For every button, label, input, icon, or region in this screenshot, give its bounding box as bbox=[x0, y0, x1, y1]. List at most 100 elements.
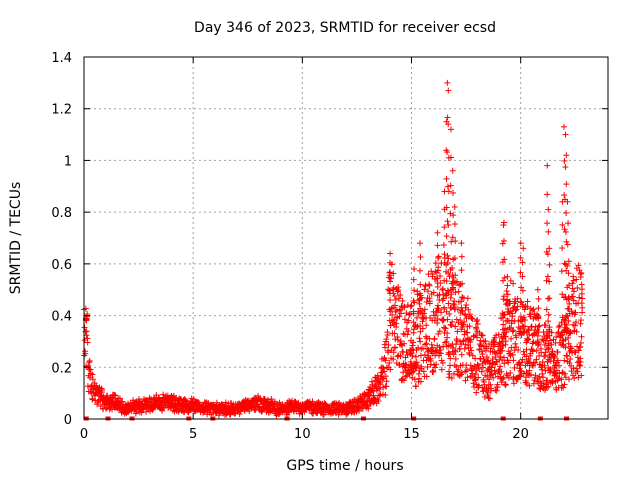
data-point bbox=[385, 342, 392, 349]
data-point bbox=[401, 316, 408, 323]
data-point bbox=[423, 373, 430, 380]
data-point bbox=[570, 297, 577, 304]
data-point bbox=[451, 347, 458, 354]
data-point bbox=[499, 347, 506, 354]
data-point bbox=[565, 270, 572, 277]
data-point bbox=[510, 380, 517, 387]
data-point bbox=[544, 377, 551, 384]
data-point bbox=[563, 181, 570, 188]
axis-ticks bbox=[83, 56, 608, 420]
data-point bbox=[532, 359, 539, 366]
data-point bbox=[512, 340, 519, 347]
data-point bbox=[395, 287, 402, 294]
data-point bbox=[439, 317, 446, 324]
data-point bbox=[486, 395, 493, 402]
data-point bbox=[445, 87, 452, 94]
data-point bbox=[509, 328, 516, 335]
data-point bbox=[449, 234, 456, 241]
data-point bbox=[426, 295, 433, 302]
data-point bbox=[417, 253, 424, 260]
data-point bbox=[451, 221, 458, 228]
data-point bbox=[500, 321, 507, 328]
data-point bbox=[543, 277, 550, 284]
data-point bbox=[497, 363, 504, 370]
data-point bbox=[87, 388, 94, 395]
data-point bbox=[432, 312, 439, 319]
data-point bbox=[458, 298, 465, 305]
data-point bbox=[440, 241, 447, 248]
data-point bbox=[285, 408, 292, 415]
data-point bbox=[535, 314, 542, 321]
data-point bbox=[504, 308, 511, 315]
data-point bbox=[570, 288, 577, 295]
data-point bbox=[458, 253, 465, 260]
data-point bbox=[561, 381, 568, 388]
data-point bbox=[489, 361, 496, 368]
data-point bbox=[563, 238, 570, 245]
data-point bbox=[444, 316, 451, 323]
data-point bbox=[386, 306, 393, 313]
data-point bbox=[460, 338, 467, 345]
data-point bbox=[480, 364, 487, 371]
data-point bbox=[405, 317, 412, 324]
data-point bbox=[449, 318, 456, 325]
data-point bbox=[434, 315, 441, 322]
data-point bbox=[562, 164, 569, 171]
data-point bbox=[445, 188, 452, 195]
data-point bbox=[464, 374, 471, 381]
data-point bbox=[450, 284, 457, 291]
data-point bbox=[500, 374, 507, 381]
data-point bbox=[389, 311, 396, 318]
data-point bbox=[474, 361, 481, 368]
data-point bbox=[411, 266, 418, 273]
data-point bbox=[458, 351, 465, 358]
data-point bbox=[425, 288, 432, 295]
data-point bbox=[504, 291, 511, 298]
data-point bbox=[365, 405, 372, 412]
data-point bbox=[546, 245, 553, 252]
data-point bbox=[458, 240, 465, 247]
data-point bbox=[382, 373, 389, 380]
data-point bbox=[421, 306, 428, 313]
data-point bbox=[513, 334, 520, 341]
data-point bbox=[444, 330, 451, 337]
data-point bbox=[452, 355, 459, 362]
data-point bbox=[436, 344, 443, 351]
data-point bbox=[545, 344, 552, 351]
data-point bbox=[410, 339, 417, 346]
data-point bbox=[432, 364, 439, 371]
data-point bbox=[558, 376, 565, 383]
data-point bbox=[502, 341, 509, 348]
data-point bbox=[499, 259, 506, 266]
data-point bbox=[446, 310, 453, 317]
data-point bbox=[550, 336, 557, 343]
data-point bbox=[445, 368, 452, 375]
x-tick-label: 0 bbox=[80, 427, 88, 442]
data-point bbox=[421, 286, 428, 293]
data-point bbox=[434, 242, 441, 249]
data-point bbox=[524, 303, 531, 310]
data-point bbox=[387, 274, 394, 281]
data-point bbox=[573, 276, 580, 283]
data-point bbox=[404, 351, 411, 358]
data-point bbox=[565, 306, 572, 313]
data-point bbox=[578, 372, 585, 379]
data-point bbox=[561, 370, 568, 377]
data-point bbox=[518, 359, 525, 366]
data-point bbox=[455, 288, 462, 295]
data-point bbox=[544, 162, 551, 169]
data-point bbox=[397, 338, 404, 345]
data-point bbox=[447, 266, 454, 273]
data-point bbox=[383, 383, 390, 390]
data-point bbox=[574, 284, 581, 291]
data-point bbox=[545, 318, 552, 325]
y-tick-labels: 0 0.2 0.4 0.6 0.8 1 1.2 1.4 bbox=[51, 51, 72, 428]
data-point bbox=[421, 310, 428, 317]
data-point bbox=[410, 276, 417, 283]
data-point bbox=[535, 295, 542, 302]
data-point bbox=[509, 351, 516, 358]
data-point bbox=[410, 329, 417, 336]
data-point bbox=[449, 167, 456, 174]
data-point bbox=[445, 255, 452, 262]
data-point bbox=[285, 409, 292, 416]
